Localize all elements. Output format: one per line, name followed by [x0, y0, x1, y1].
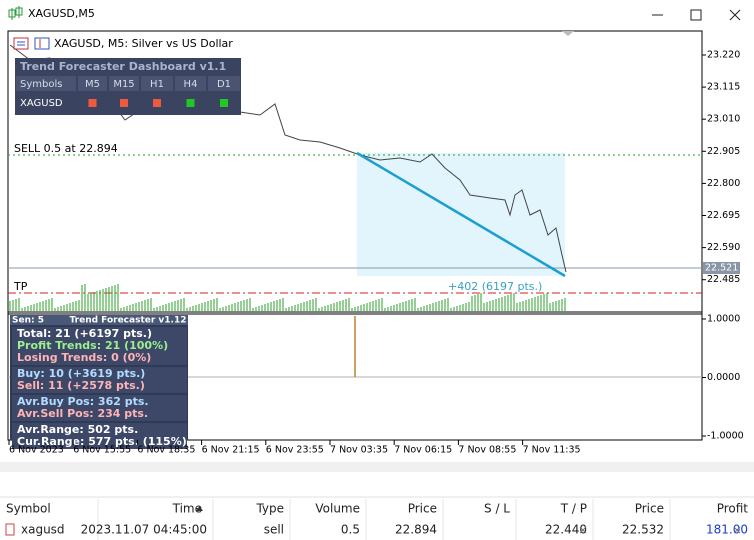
column-header[interactable]: Volume	[315, 502, 360, 516]
indicator-tick-label: -1.0000	[707, 431, 744, 442]
signal-square	[186, 99, 195, 107]
stats-header-title: Trend Forecaster v1.12	[70, 316, 187, 326]
dashboard: Trend Forecaster Dashboard v1.1 Symbols M…	[15, 58, 241, 115]
tp-label: TP	[13, 280, 28, 293]
dashboard-header: D1	[217, 79, 231, 90]
stats-line: Avr.Range: 502 pts.	[17, 423, 138, 436]
signal-square	[153, 99, 161, 107]
title-bar	[0, 0, 754, 29]
price-line	[9, 44, 567, 273]
column-header[interactable]: Symbol	[6, 502, 51, 516]
indicator-tick-label: 0.0000	[707, 372, 740, 383]
dashboard-header-cell	[16, 76, 76, 91]
maximize-button[interactable]	[690, 9, 702, 21]
time-tick-label: 6 Nov 21:15	[202, 445, 260, 456]
time-tick-label: 7 Nov 03:35	[330, 445, 388, 456]
stats-group	[12, 367, 187, 393]
stats-line: Cur.Range: 577 pts. (115%)	[17, 435, 187, 448]
app-icon	[8, 6, 23, 20]
trend-label: +402 (6197 pts.)	[448, 280, 542, 293]
cell: xagusd	[21, 523, 65, 537]
current-price-label: 22.521	[705, 263, 738, 274]
price-tick-label: 23.115	[707, 82, 740, 93]
price-tick-label: 22.590	[707, 242, 740, 253]
stats-header-bg	[10, 315, 188, 325]
cell: 22.532	[622, 523, 664, 537]
cell: 22.894	[395, 523, 437, 537]
column-header[interactable]: S / L	[484, 502, 510, 516]
stats-line: Buy: 10 (+3619 pts.)	[17, 367, 145, 380]
remove-tp	[579, 526, 587, 534]
time-tick-label: 7 Nov 06:15	[394, 445, 452, 456]
remove-position	[733, 526, 741, 534]
dashboard-symbol: XAGUSD	[20, 98, 63, 109]
dashboard-header-cell	[175, 76, 206, 91]
price-tick-label: 23.220	[707, 50, 740, 61]
stats-line: Avr.Buy Pos: 362 pts.	[17, 395, 149, 408]
dashboard-header-cell	[141, 76, 173, 91]
signal-square	[88, 99, 97, 107]
shift-marker	[562, 31, 574, 36]
time-tick-label: 7 Nov 08:55	[458, 445, 516, 456]
column-header[interactable]: Type	[255, 502, 284, 516]
splitter	[0, 462, 754, 472]
sell-line-label: SELL 0.5 at 22.894	[14, 142, 118, 155]
cell: sell	[264, 523, 284, 537]
stats-line: Profit Trends: 21 (100%)	[17, 339, 168, 352]
signal-square	[220, 99, 228, 107]
dashboard-header: H4	[184, 79, 198, 90]
time-tick-label: 6 Nov 2023	[9, 445, 64, 456]
cell: 22.440	[545, 523, 587, 537]
price-tick-label: 23.010	[707, 114, 740, 125]
price-tick-label: 22.695	[707, 210, 740, 221]
dashboard-header-cell	[78, 76, 107, 91]
dashboard-header: H1	[150, 79, 164, 90]
column-header[interactable]: Price	[635, 502, 664, 516]
dashboard-header-cell	[109, 76, 139, 91]
window-title: XAGUSD,M5	[28, 7, 95, 20]
dashboard-header: M5	[85, 79, 100, 90]
column-header[interactable]: Price	[408, 502, 437, 516]
column-header[interactable]: Profit	[717, 502, 749, 516]
price-tick-label: 22.485	[707, 274, 740, 285]
stats-group	[12, 423, 187, 449]
time-tick-label: 7 Nov 11:35	[523, 445, 581, 456]
cell: 181.00	[706, 523, 748, 537]
symbol-label: XAGUSD, M5: Silver vs US Dollar	[54, 37, 233, 50]
stats-header-left: Sen: 5	[12, 316, 44, 326]
time-tick-label: 6 Nov 23:55	[266, 445, 324, 456]
dashboard-header: M15	[113, 79, 134, 90]
current-price-box	[703, 262, 740, 274]
stats-line: Sell: 11 (+2578 pts.)	[17, 379, 145, 392]
cell: 2023.11.07 04:45:00	[81, 523, 207, 537]
chart-header-icons	[13, 37, 50, 50]
cell: 0.5	[341, 523, 360, 537]
time-tick-label: 6 Nov 18:35	[137, 445, 195, 456]
dashboard-header-cell	[208, 76, 240, 91]
close-button[interactable]	[729, 9, 741, 21]
position-icon	[5, 523, 15, 536]
stats-line: Losing Trends: 0 (0%)	[17, 351, 151, 364]
dashboard-title: Trend Forecaster Dashboard v1.1	[20, 60, 226, 73]
stats-line: Total: 21 (+6197 pts.)	[17, 327, 152, 340]
stats-group	[12, 327, 187, 365]
stats-group	[12, 395, 187, 421]
time-tick-label: 6 Nov 15:55	[73, 445, 131, 456]
stats-line: Avr.Sell Pos: 234 pts.	[17, 407, 148, 420]
volume-bars	[9, 284, 566, 311]
price-tick-label: 22.905	[707, 146, 740, 157]
dashboard-header: Symbols	[20, 79, 62, 90]
positions-table: Symbol Time Type Volume Price S / L T / P Price…	[5, 499, 749, 540]
column-header[interactable]: T / P	[560, 502, 587, 516]
signal-square	[120, 99, 128, 107]
column-header[interactable]: Time	[172, 502, 202, 516]
sort-arrow	[196, 506, 203, 511]
indicator-tick-label: 1.0000	[707, 314, 740, 325]
price-tick-label: 22.800	[707, 178, 740, 189]
trend-line	[356, 151, 566, 278]
